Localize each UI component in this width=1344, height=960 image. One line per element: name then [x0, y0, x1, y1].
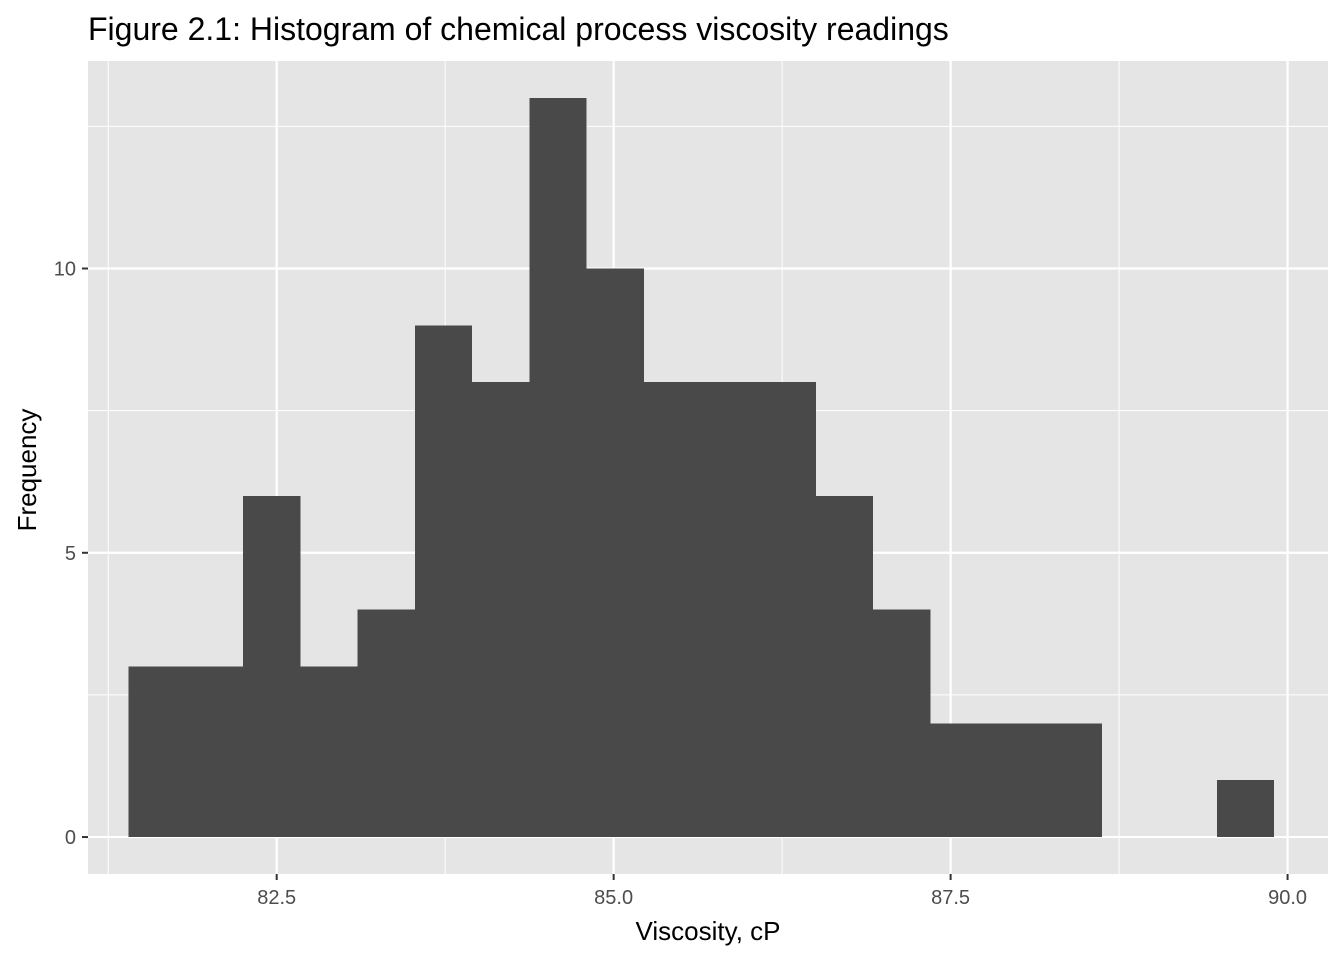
- y-tick-label: 0: [65, 827, 76, 849]
- histogram-bar: [586, 268, 644, 838]
- x-axis-title: Viscosity, cP: [636, 916, 781, 946]
- histogram-bar: [414, 325, 473, 838]
- histogram-bar: [472, 382, 530, 838]
- chart-title: Figure 2.1: Histogram of chemical proces…: [88, 11, 949, 47]
- histogram-bar: [185, 666, 243, 838]
- axes: 82.5 85.0 87.5 90.0 0 5 10: [54, 259, 1307, 909]
- x-tick-label: 85.0: [594, 887, 633, 909]
- histogram-bar: [1044, 723, 1103, 838]
- histogram-bars: [128, 97, 1275, 838]
- histogram-bar: [701, 382, 759, 838]
- histogram-bar: [243, 495, 301, 838]
- histogram-bar: [357, 609, 415, 838]
- y-tick-label: 5: [65, 543, 76, 565]
- x-tick-label: 82.5: [257, 887, 296, 909]
- histogram-bar: [300, 666, 358, 838]
- histogram-bar: [758, 382, 816, 838]
- histogram-bar: [873, 609, 931, 838]
- histogram-bar: [987, 723, 1045, 838]
- histogram-bar: [643, 382, 702, 838]
- histogram-bar: [529, 97, 587, 838]
- histogram-bar: [1216, 780, 1275, 838]
- y-tick-label: 10: [54, 259, 76, 281]
- histogram-bar: [128, 666, 186, 838]
- histogram-bar: [930, 723, 988, 838]
- histogram-bar: [815, 495, 874, 838]
- x-tick-label: 90.0: [1268, 887, 1307, 909]
- x-tick-label: 87.5: [931, 887, 970, 909]
- y-axis-title: Frequency: [12, 409, 42, 532]
